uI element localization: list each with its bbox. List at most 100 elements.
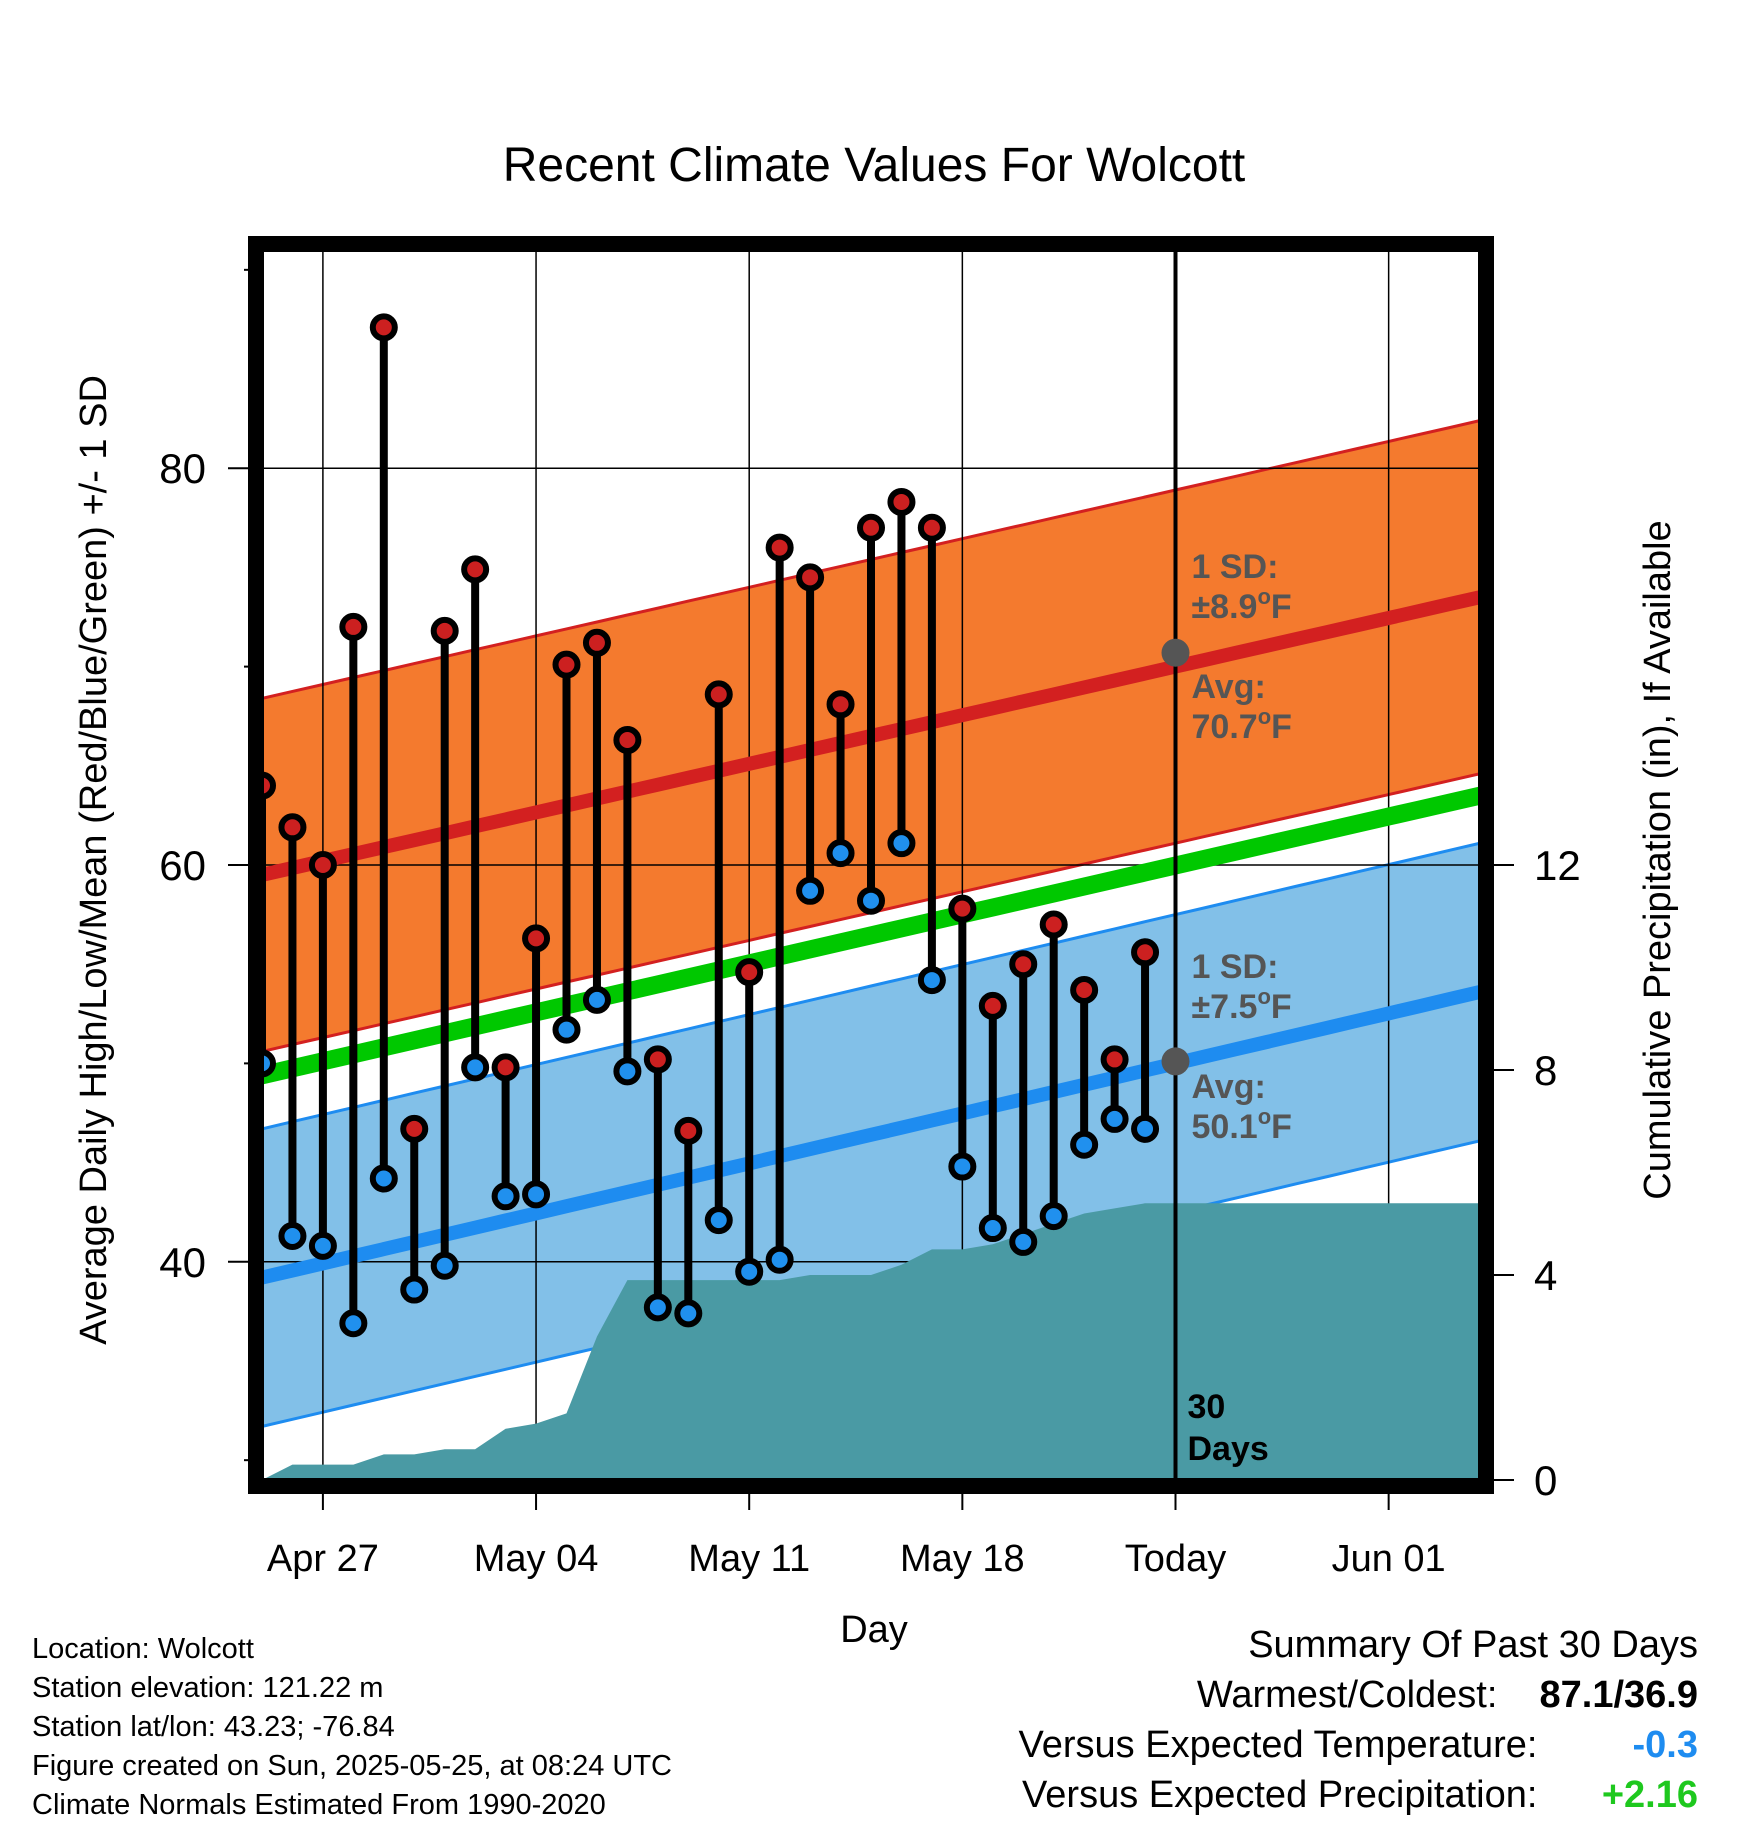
normals-text: Climate Normals Estimated From 1990-2020 [32,1789,606,1821]
daily-high-point [522,924,551,953]
daily-low-point [491,1182,520,1211]
daily-high-point [887,487,916,516]
daily-high-point [278,813,307,842]
daily-high-point [582,628,611,657]
location-text: Location: Wolcott [32,1633,254,1665]
daily-low-point [917,966,946,995]
degree-unit: F [1271,708,1292,746]
summary-temp: Versus Expected Temperature: -0.3 [1019,1720,1698,1770]
y-axis-label: Average Daily High/Low/Mean (Red/Blue/Gr… [73,375,115,1345]
daily-low-point [1039,1202,1068,1231]
daily-low-point [262,1049,276,1078]
daily-low-point [674,1299,703,1328]
warm-cold-label: Warmest/Coldest: [1196,1674,1498,1716]
precip-value: +2.16 [1601,1774,1698,1816]
degree-symbol: o [1258,704,1271,729]
y-tick-label: 40 [159,1239,206,1286]
daily-high-point [674,1116,703,1145]
daily-low-point [582,985,611,1014]
daily-high-point [857,513,885,542]
low-sd-label: 1 SD: [1192,948,1279,986]
y-tick-label: 80 [159,445,206,492]
summary-warm-cold: Warmest/Coldest: 87.1/36.9 [1019,1670,1698,1720]
y2-tick-label: 0 [1534,1457,1557,1504]
high-avg-value: 70.7oF [1192,704,1292,746]
y2-tick-label: 4 [1534,1252,1557,1299]
degree-value: 50.1 [1192,1108,1258,1146]
daily-low-point [796,876,825,905]
daily-high-point [461,555,490,584]
degree-value: ±7.5 [1192,988,1258,1026]
high-avg-label: Avg: [1192,668,1266,706]
degree-symbol: o [1258,1104,1271,1129]
daily-high-point [1100,1045,1129,1074]
x-tick-label: Jun 01 [1332,1538,1446,1580]
daily-high-point [339,612,368,641]
degree-symbol: o [1257,584,1270,609]
days-label-text: Days [1188,1430,1269,1468]
daily-high-point [643,1045,672,1074]
daily-low-point [704,1206,733,1235]
daily-high-point [1039,910,1068,939]
elevation-text: Station elevation: 121.22 m [32,1672,384,1704]
x-tick-label: May 18 [900,1538,1025,1580]
summary-precip: Versus Expected Precipitation: +2.16 [1019,1770,1698,1820]
daily-high-point [735,958,764,987]
daily-high-point [430,616,459,645]
daily-high-point [369,313,398,342]
temp-value: -0.3 [1632,1724,1698,1766]
daily-high-point [1070,975,1099,1004]
warm-cold-value: 87.1/36.9 [1539,1674,1698,1716]
days-label-count: 30 [1188,1388,1226,1426]
daily-low-point [887,829,916,858]
daily-low-point [1131,1114,1160,1143]
degree-unit: F [1271,588,1292,626]
chart-title: Recent Climate Values For Wolcott [503,139,1246,192]
daily-high-point [704,680,733,709]
summary-heading: Summary Of Past 30 Days [1248,1624,1698,1666]
daily-high-point [1131,938,1160,967]
normal-mean-line [262,786,1480,1085]
low-avg-marker [1161,1047,1190,1076]
degree-unit: F [1271,1108,1292,1146]
daily-high-point [308,851,337,879]
summary-panel: Summary Of Past 30 Days Warmest/Coldest:… [1019,1620,1698,1820]
high-avg-marker [1161,638,1190,667]
daily-low-point [461,1053,490,1082]
degree-value: ±8.9 [1192,588,1258,626]
y-tick-label: 60 [159,842,206,889]
daily-low-point [613,1057,642,1086]
daily-high-point [826,690,855,719]
created-text: Figure created on Sun, 2025-05-25, at 08… [32,1750,672,1782]
daily-high-point [948,894,977,923]
daily-low-point [1009,1227,1038,1256]
x-tick-label: Today [1125,1538,1226,1580]
daily-high-point [765,533,794,562]
precip-label: Versus Expected Precipitation: [1022,1774,1538,1816]
daily-low-point [735,1257,764,1286]
y2-axis-label: Cumulative Precipitation (in), If Availa… [1637,520,1679,1199]
daily-high-point [262,771,276,800]
low-sd-value: ±7.5oF [1192,984,1292,1026]
station-info: Location: Wolcott Station elevation: 121… [32,1630,672,1825]
high-sd-label: 1 SD: [1192,548,1279,586]
y2-tick-label: 12 [1534,842,1581,889]
degree-value: 70.7 [1192,708,1258,746]
daily-high-point [552,650,581,679]
y2-tick-label: 8 [1534,1047,1557,1094]
daily-low-point [522,1180,551,1209]
daily-high-point [491,1053,520,1082]
degree-symbol: o [1257,984,1270,1009]
daily-low-point [308,1231,337,1260]
daily-high-point [917,513,946,542]
normal-low-line [262,985,1480,1285]
low-avg-label: Avg: [1192,1068,1266,1106]
daily-high-point [796,563,825,592]
daily-low-point [857,886,885,915]
daily-low-point [1100,1104,1129,1133]
low-avg-value: 50.1oF [1192,1104,1292,1146]
daily-low-point [643,1293,672,1322]
x-tick-label: May 11 [688,1538,810,1580]
